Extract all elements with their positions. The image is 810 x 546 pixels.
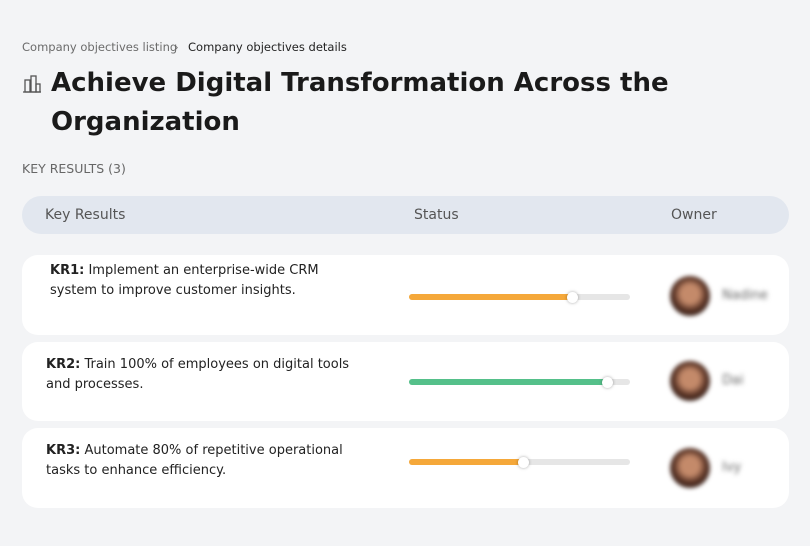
section-label: KEY RESULTS (3) [22,161,126,176]
objective-icon [23,75,41,93]
progress-track [409,291,630,303]
progress-knob [518,456,530,468]
owner-avatar [670,276,710,316]
key-result-text: KR3: Automate 80% of repetitive operatio… [46,441,346,481]
key-result-code: KR2: [46,357,81,372]
progress-track [409,456,630,468]
column-header: Status [414,207,459,223]
breadcrumb-link[interactable]: Company objectives listing [22,40,178,54]
key-result-code: KR3: [46,443,81,458]
key-result-code: KR1: [50,263,85,278]
progress-knob [567,291,579,303]
progress-fill [409,459,524,465]
key-result-row[interactable]: KR3: Automate 80% of repetitive operatio… [22,428,789,508]
owner-name: Ivy [722,460,742,475]
page-title: Achieve Digital Transformation Across th… [51,68,669,137]
owner-avatar [670,448,710,488]
key-result-text: KR1: Implement an enterprise-wide CRM sy… [50,261,345,301]
column-header: Owner [671,207,717,223]
key-result-description: Implement an enterprise-wide CRM system … [50,263,319,298]
key-result-row[interactable]: KR1: Implement an enterprise-wide CRM sy… [22,255,789,335]
progress-track [409,376,630,388]
column-header: Key Results [45,207,126,223]
progress-knob [602,376,614,388]
breadcrumb-current: Company objectives details [188,40,347,54]
owner-name: Nadine [722,288,768,303]
key-result-text: KR2: Train 100% of employees on digital … [46,355,376,395]
progress-fill [409,379,608,385]
breadcrumb-separator: › [174,40,179,54]
key-result-description: Automate 80% of repetitive operational t… [46,443,343,478]
key-result-description: Train 100% of employees on digital tools… [46,357,350,392]
owner-name: Dai [722,373,744,388]
key-result-row[interactable]: KR2: Train 100% of employees on digital … [22,342,789,421]
progress-fill [409,294,573,300]
table-header: Key Results Status Owner [22,196,789,234]
owner-avatar [670,361,710,401]
